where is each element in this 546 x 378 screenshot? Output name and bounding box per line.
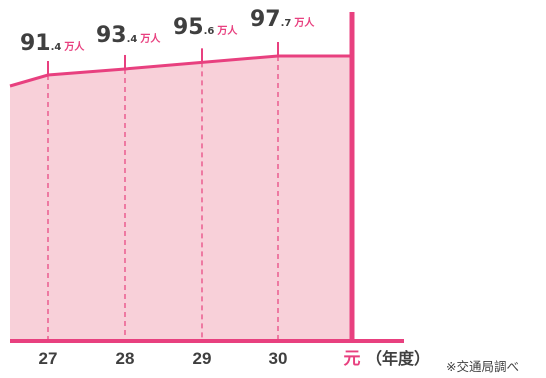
tick-label-29: 29 [193, 349, 212, 368]
data-line [9, 54, 352, 88]
tick-label-30: 30 [269, 349, 288, 368]
value-label-30: 97.7 万人 [250, 7, 315, 32]
x-axis-suffix: （年度） [366, 349, 430, 368]
value-labels: 91.4 万人 93.4 万人 95.6 万人 97.7 万人 [20, 7, 315, 56]
value-label-27: 91.4 万人 [20, 31, 85, 56]
tick-labels: 27 28 29 30 元 [39, 349, 361, 369]
tick-label-28: 28 [116, 349, 135, 368]
tick-label-last: 元 [344, 349, 361, 369]
source-note: ※交通局調べ [446, 359, 519, 374]
value-label-29: 95.6 万人 [173, 15, 238, 40]
value-label-28: 93.4 万人 [96, 23, 161, 48]
tick-label-27: 27 [39, 349, 58, 368]
area-fill [10, 56, 352, 341]
guide-lines [47, 42, 279, 341]
